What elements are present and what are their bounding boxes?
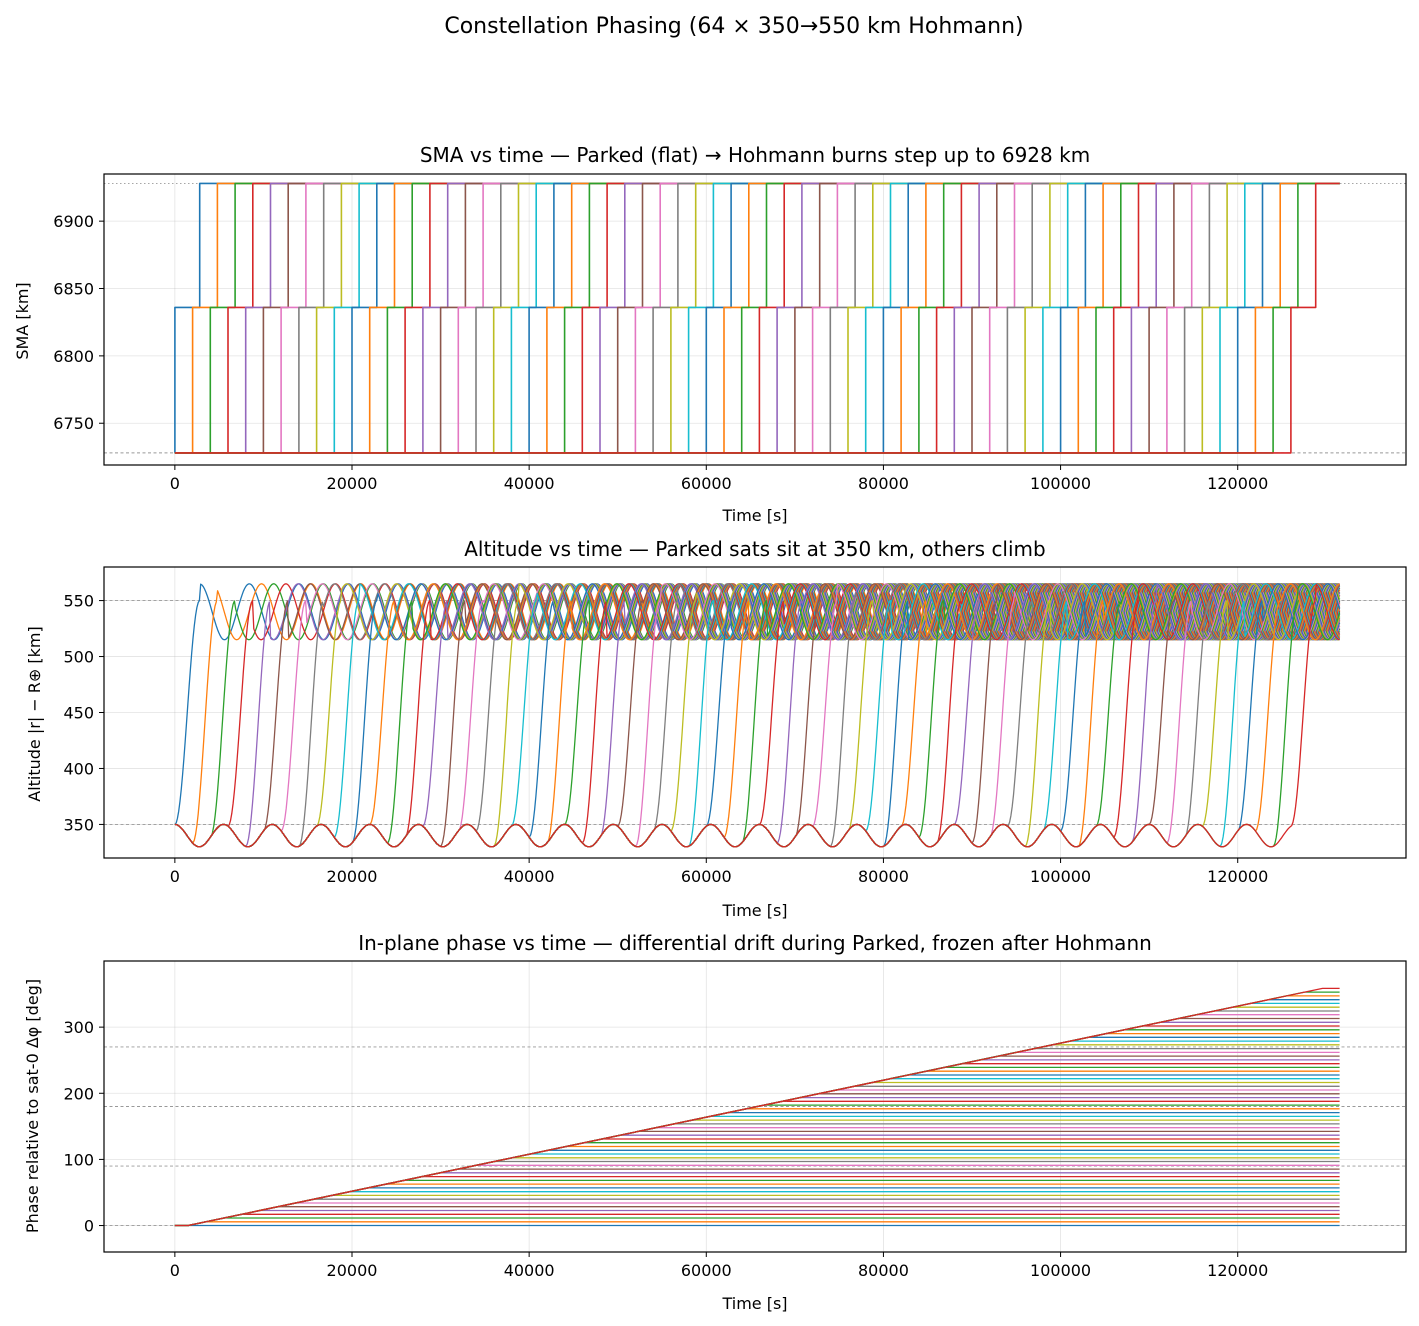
phase-xtick-label: 120000 [1207, 1261, 1268, 1280]
altitude-ytick-label: 550 [63, 592, 94, 611]
phase-series-line-63 [174, 987, 1340, 1227]
altitude-ylabel: Altitude |r| − R⊕ [km] [25, 626, 44, 802]
phase-ytick-label: 100 [63, 1150, 94, 1169]
sma-xtick-label: 100000 [1030, 474, 1091, 493]
phase-series-group [174, 987, 1340, 1227]
sma-ytick-label: 6900 [53, 212, 94, 231]
sma-xtick-label: 120000 [1207, 474, 1268, 493]
altitude-xtick-label: 100000 [1030, 867, 1091, 886]
altitude-xtick-label: 20000 [327, 867, 378, 886]
altitude-xtick-label: 60000 [681, 867, 732, 886]
altitude-series-line-63 [174, 583, 1340, 848]
altitude-xtick-label: 80000 [858, 867, 909, 886]
sma-ylabel: SMA [km] [13, 282, 32, 359]
phase-xtick-label: 60000 [681, 1261, 732, 1280]
sma-xticks: 0 20000 40000 60000 80000 100000 120000 [170, 465, 1268, 493]
phase-xtick-label: 20000 [327, 1261, 378, 1280]
altitude-ytick-label: 350 [63, 815, 94, 834]
altitude-xtick-label: 120000 [1207, 867, 1268, 886]
sma-series-group [174, 182, 1340, 454]
altitude-xticks: 0 20000 40000 60000 80000 100000 120000 [170, 858, 1268, 886]
sma-title: SMA vs time — Parked (flat) → Hohmann bu… [420, 143, 1090, 167]
phase-ytick-label: 300 [63, 1018, 94, 1037]
sma-ytick-label: 6750 [53, 414, 94, 433]
sma-ytick-label: 6850 [53, 280, 94, 299]
sma-yticks: 6750 6800 6850 6900 [53, 212, 104, 433]
sma-ytick-label: 6800 [53, 347, 94, 366]
phase-axes: In-plane phase vs time — differential dr… [23, 931, 1407, 1313]
altitude-ytick-label: 500 [63, 648, 94, 667]
phase-xtick-label: 0 [170, 1261, 180, 1280]
sma-axes: SMA vs time — Parked (flat) → Hohmann bu… [13, 143, 1407, 525]
phase-xticks: 0 20000 40000 60000 80000 100000 120000 [170, 1252, 1268, 1280]
altitude-xtick-label: 0 [170, 867, 180, 886]
sma-xtick-label: 0 [170, 474, 180, 493]
phase-xtick-label: 40000 [504, 1261, 555, 1280]
altitude-title: Altitude vs time — Parked sats sit at 35… [464, 537, 1045, 561]
altitude-xlabel: Time [s] [721, 901, 787, 920]
altitude-ytick-label: 450 [63, 704, 94, 723]
sma-xlabel: Time [s] [721, 506, 787, 525]
phase-xtick-label: 80000 [858, 1261, 909, 1280]
phase-xtick-label: 100000 [1030, 1261, 1091, 1280]
phase-yticks: 0 100 200 300 [63, 1018, 104, 1236]
phase-frame [103, 960, 1407, 1253]
sma-xtick-label: 40000 [504, 474, 555, 493]
altitude-xtick-label: 40000 [504, 867, 555, 886]
altitude-axes: Altitude vs time — Parked sats sit at 35… [25, 537, 1407, 920]
figure-suptitle: Constellation Phasing (64 × 350→550 km H… [444, 14, 1023, 39]
sma-series-line-63 [174, 182, 1340, 454]
altitude-yticks: 350 400 450 500 550 [63, 592, 104, 834]
phase-xlabel: Time [s] [721, 1294, 787, 1313]
phase-ylabel: Phase relative to sat-0 Δφ [deg] [23, 979, 42, 1233]
sma-frame [103, 173, 1407, 466]
sma-xtick-label: 20000 [327, 474, 378, 493]
phase-title: In-plane phase vs time — differential dr… [358, 931, 1152, 955]
phase-ytick-label: 0 [84, 1217, 94, 1236]
altitude-ytick-label: 400 [63, 759, 94, 778]
sma-xtick-label: 80000 [858, 474, 909, 493]
sma-xtick-label: 60000 [681, 474, 732, 493]
altitude-series-group [174, 583, 1341, 848]
phase-ytick-label: 200 [63, 1084, 94, 1103]
